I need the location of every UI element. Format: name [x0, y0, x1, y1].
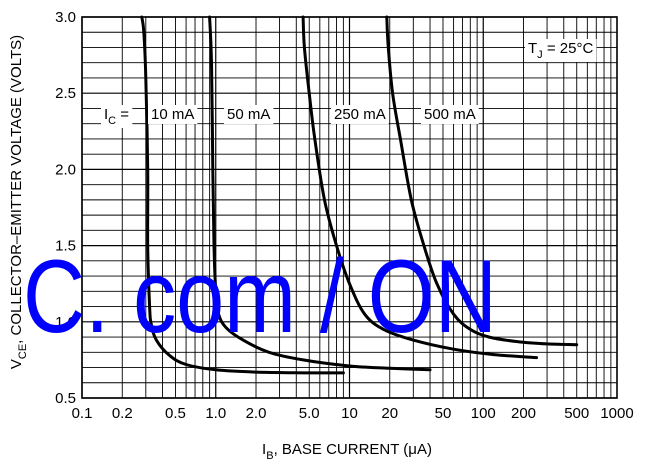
x-tick-label: 0.5	[165, 405, 186, 422]
y-axis-label: VCE, COLLECTOR–EMITTER VOLTAGE (VOLTS)	[8, 35, 29, 369]
x-tick-label: 20	[381, 405, 398, 422]
series-line-2	[301, 15, 538, 360]
series-label-50ma: 50 mA	[227, 106, 270, 123]
x-tick-label: 10	[341, 405, 358, 422]
series-line-3	[385, 15, 579, 347]
x-tick-label: 2.0	[246, 405, 267, 422]
label-background	[421, 105, 479, 124]
series-line-1	[208, 15, 432, 372]
series-line-0	[140, 15, 345, 375]
chart-tick-labels: 0.1 0.2 0.5 1.0 2.0 5.0 10 20 50 100 200 500 1000 0.5…	[55, 9, 634, 422]
label-background	[101, 105, 133, 128]
x-tick-label: 50	[435, 405, 452, 422]
series-label-10ma: 10 mA	[151, 106, 194, 123]
y-tick-label: 1.5	[55, 238, 76, 255]
x-tick-label: 500	[564, 405, 589, 422]
series-label-500ma: 500 mA	[424, 106, 476, 123]
watermark-text: C. com / ON	[23, 239, 497, 355]
chart-grid	[81, 16, 617, 399]
y-tick-label: 3.0	[55, 9, 76, 26]
label-background	[148, 105, 198, 124]
label-background	[331, 105, 389, 124]
label-background	[224, 105, 274, 124]
x-tick-label: 1000	[600, 405, 633, 422]
y-tick-label: 2.0	[55, 161, 76, 178]
x-tick-label: 100	[471, 405, 496, 422]
plot-frame	[81, 16, 618, 399]
x-tick-label: 5.0	[299, 405, 320, 422]
label-background	[525, 39, 597, 62]
x-tick-label: 0.2	[112, 405, 133, 422]
y-tick-label: 0.5	[55, 390, 76, 407]
x-tick-label: 200	[511, 405, 536, 422]
y-tick-label: 1.0	[55, 314, 76, 331]
ic-prefix-label: IC =	[104, 106, 129, 127]
x-axis-label: IB, BASE CURRENT (μA)	[262, 441, 432, 462]
temperature-condition-label: TJ = 25°C	[528, 40, 593, 61]
x-tick-label: 0.1	[72, 405, 93, 422]
y-tick-label: 2.5	[55, 85, 76, 102]
chart-curves	[140, 15, 579, 375]
series-label-250ma: 250 mA	[334, 106, 386, 123]
x-tick-label: 1.0	[205, 405, 226, 422]
